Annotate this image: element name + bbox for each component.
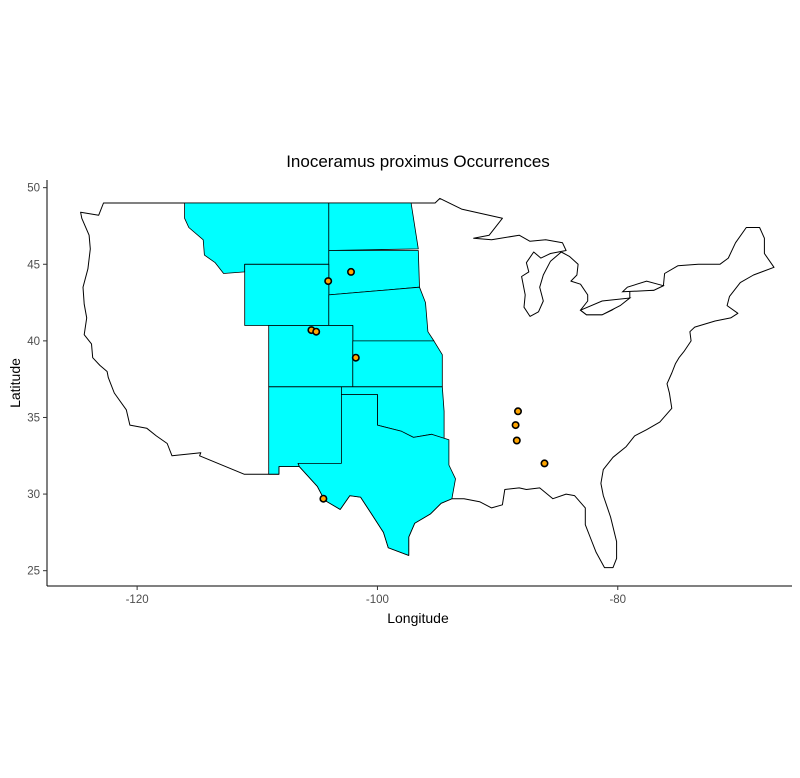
occurrence-point bbox=[324, 277, 333, 286]
highlighted-state bbox=[244, 263, 330, 326]
highlighted-state bbox=[352, 340, 443, 388]
x-tick-label: -120 bbox=[126, 594, 149, 606]
occurrence-point bbox=[540, 459, 549, 468]
lake bbox=[621, 280, 665, 293]
map-layer bbox=[80, 197, 775, 569]
highlighted-state bbox=[328, 202, 419, 251]
highlighted-state bbox=[297, 394, 456, 556]
lake bbox=[579, 297, 632, 316]
y-tick-label: 35 bbox=[27, 412, 40, 424]
y-tick-label: 40 bbox=[27, 336, 40, 348]
y-axis-title: Latitude bbox=[7, 358, 23, 408]
occurrence-point bbox=[351, 353, 360, 362]
x-tick-label: -100 bbox=[366, 594, 389, 606]
highlighted-state bbox=[268, 325, 354, 388]
y-axis-ticks: 25 30 35 40 45 50 bbox=[27, 183, 47, 578]
occurrence-point bbox=[346, 267, 355, 276]
occurrence-point bbox=[511, 421, 520, 430]
y-tick-label: 30 bbox=[27, 489, 40, 501]
y-tick-label: 25 bbox=[27, 566, 40, 578]
occurrence-point bbox=[312, 327, 321, 336]
occurrence-point bbox=[512, 436, 521, 445]
x-axis-title: Longitude bbox=[387, 610, 449, 626]
highlighted-state bbox=[268, 386, 342, 475]
occurrence-point bbox=[319, 494, 328, 503]
y-tick-label: 45 bbox=[27, 259, 40, 271]
x-axis-ticks: -120 -100 -80 bbox=[126, 586, 626, 606]
y-tick-label: 50 bbox=[27, 183, 40, 195]
chart-title: Inoceramus proximus Occurrences bbox=[286, 152, 550, 171]
occurrence-point bbox=[513, 407, 522, 416]
occurrence-points bbox=[307, 267, 549, 503]
x-tick-label: -80 bbox=[609, 594, 626, 606]
